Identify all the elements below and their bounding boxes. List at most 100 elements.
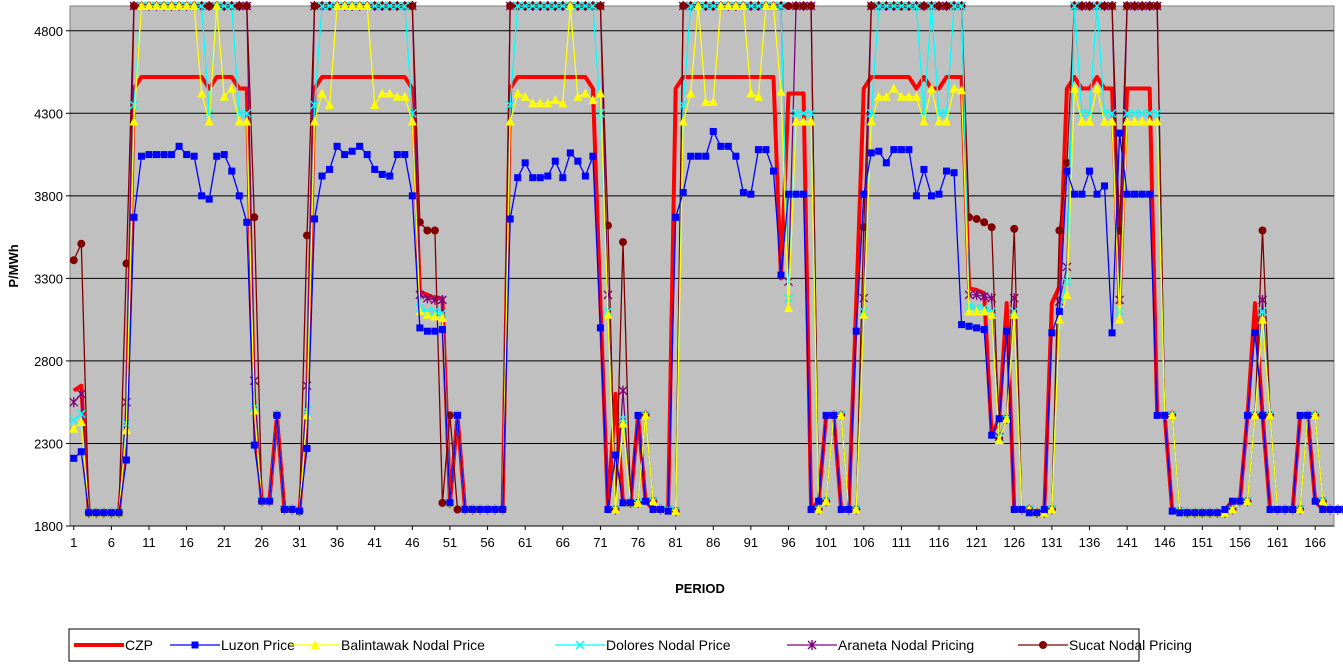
legend-label: Sucat Nodal Pricing [1069, 637, 1192, 653]
data-point [769, 167, 777, 175]
legend-item: Dolores Nodal Price [555, 637, 731, 653]
legend-marker [310, 640, 320, 649]
data-point [520, 91, 530, 101]
data-point [1122, 116, 1132, 126]
data-point [535, 98, 545, 108]
legend-label: Dolores Nodal Price [606, 637, 731, 653]
data-point [543, 98, 553, 108]
data-point [136, 1, 146, 10]
data-point [393, 151, 401, 159]
data-point [437, 294, 447, 305]
data-point [520, 1, 530, 11]
data-point [325, 100, 335, 110]
data-point [1108, 329, 1116, 337]
data-point [687, 152, 695, 160]
data-point [1093, 190, 1101, 198]
data-point [438, 498, 447, 507]
legend-marker [807, 640, 817, 650]
data-point [1122, 108, 1132, 118]
data-point [528, 1, 538, 11]
data-point [1003, 327, 1011, 335]
data-point [1176, 509, 1184, 517]
data-point [926, 1, 936, 11]
data-point [836, 410, 846, 420]
x-tick-label: 116 [929, 535, 950, 550]
data-point [446, 499, 454, 507]
data-point [288, 505, 296, 513]
data-point [227, 83, 237, 93]
data-point [204, 116, 214, 126]
x-tick-label: 126 [1003, 535, 1025, 550]
data-point [69, 415, 79, 425]
data-point [1334, 505, 1342, 513]
data-point [806, 108, 816, 118]
x-tick-label: 26 [255, 535, 269, 550]
data-point [957, 85, 967, 95]
data-point [717, 142, 725, 150]
legend-label: Balintawak Nodal Price [341, 637, 485, 653]
x-tick-label: 11 [142, 535, 156, 550]
data-point [385, 1, 395, 11]
data-point [505, 100, 515, 110]
data-point [469, 505, 477, 513]
data-point [437, 313, 447, 322]
data-point [400, 91, 410, 101]
data-point [1054, 314, 1064, 324]
data-point [1062, 158, 1071, 167]
data-point [521, 159, 529, 167]
data-point [738, 1, 748, 10]
data-point [77, 448, 85, 456]
data-point [994, 435, 1004, 445]
data-point [1107, 116, 1117, 126]
data-point [627, 499, 635, 507]
legend-label: Araneta Nodal Pricing [838, 637, 974, 653]
data-point [588, 1, 598, 11]
data-point [69, 256, 78, 265]
data-point [754, 146, 762, 154]
x-tick-label: 111 [891, 535, 911, 550]
data-point [604, 505, 612, 513]
data-point [363, 151, 371, 159]
data-point [76, 388, 86, 399]
data-point [762, 146, 770, 154]
data-point [551, 157, 559, 165]
data-point [219, 91, 229, 101]
data-point [1092, 83, 1102, 93]
y-axis-title: P/MWh [6, 244, 21, 287]
data-point [694, 152, 702, 160]
data-point [708, 96, 718, 106]
data-point [558, 1, 568, 11]
data-point [152, 1, 162, 10]
data-point [912, 192, 920, 200]
data-point [784, 2, 793, 10]
data-point [693, 1, 703, 10]
data-point [476, 505, 484, 513]
data-point [341, 151, 349, 159]
data-point [679, 189, 687, 197]
data-point [1259, 411, 1267, 419]
data-point [513, 88, 523, 98]
data-point [943, 167, 951, 175]
data-point [664, 507, 672, 515]
data-point [431, 327, 439, 335]
data-point [949, 83, 959, 93]
data-point [1040, 505, 1048, 513]
data-point [618, 385, 628, 396]
x-tick-label: 86 [706, 535, 720, 550]
data-point [1025, 509, 1033, 517]
data-point [596, 2, 605, 10]
x-tick-label: 16 [179, 535, 193, 550]
data-point [190, 152, 198, 160]
data-point [1063, 167, 1071, 175]
data-point [919, 116, 929, 126]
data-point [889, 1, 899, 11]
data-point [175, 142, 183, 150]
data-point [980, 326, 988, 334]
x-tick-label: 61 [518, 535, 532, 550]
data-point [129, 2, 138, 10]
data-point [957, 1, 967, 11]
data-point [513, 1, 523, 11]
data-point [1266, 505, 1274, 513]
data-point [807, 2, 816, 10]
